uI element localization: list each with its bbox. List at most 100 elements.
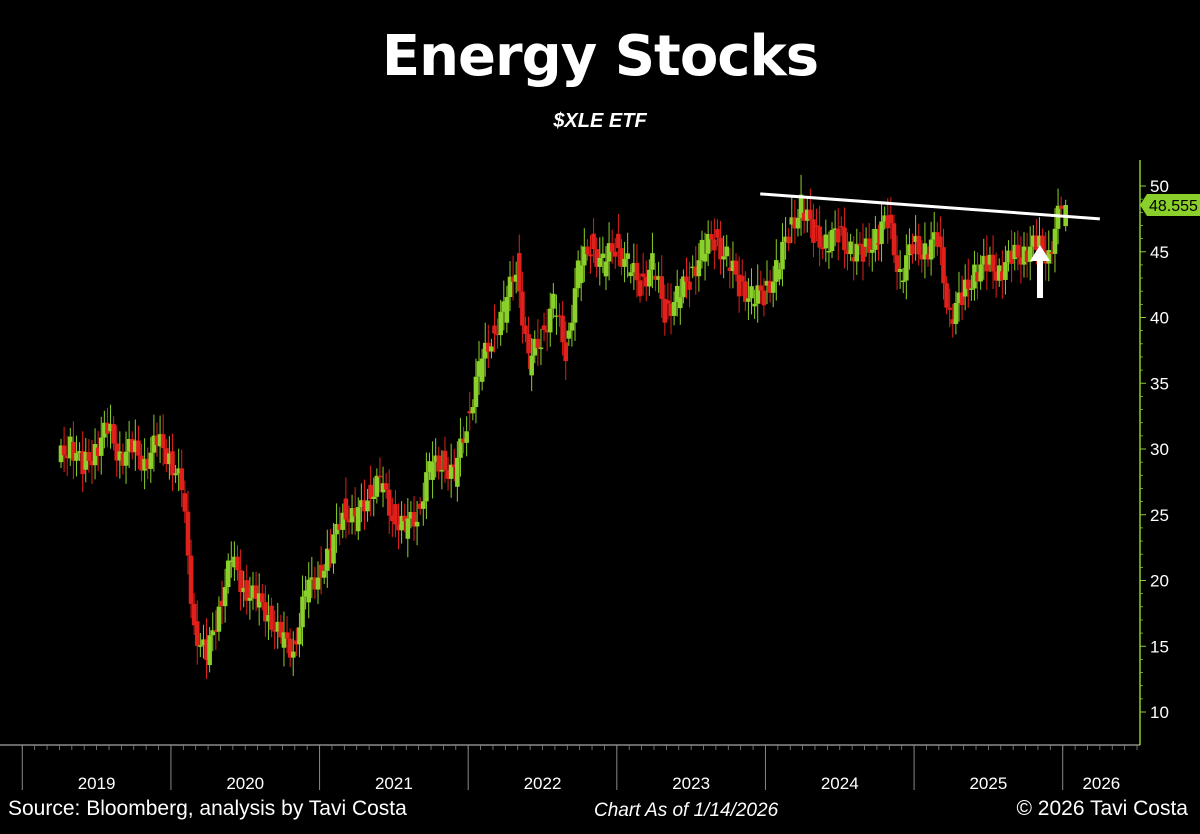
candle-body xyxy=(662,298,668,323)
candle-body xyxy=(129,438,135,453)
candle-body xyxy=(390,515,395,522)
candle-body xyxy=(188,555,194,604)
candle-body xyxy=(269,605,274,630)
candle-body xyxy=(897,268,903,272)
candle-body xyxy=(1021,246,1027,265)
y-tick-label: 10 xyxy=(1150,703,1169,722)
candle-body xyxy=(1034,235,1039,250)
y-tick-label: 25 xyxy=(1150,506,1169,525)
candle-body xyxy=(489,346,494,352)
candle-body xyxy=(123,451,129,466)
candle-body xyxy=(696,260,702,277)
candle-body xyxy=(68,436,73,459)
candle-body xyxy=(1012,244,1018,260)
candle-body xyxy=(653,275,658,280)
candle-body xyxy=(303,590,308,597)
candle-body xyxy=(835,228,841,243)
candle-body xyxy=(297,627,302,645)
candle-body xyxy=(272,629,277,632)
candle-body xyxy=(1018,257,1024,265)
candle-body xyxy=(996,265,1002,281)
candle-body xyxy=(1027,246,1033,262)
candle-body xyxy=(470,407,476,414)
candle-body xyxy=(817,226,822,248)
candle-body xyxy=(170,451,175,476)
candle-body xyxy=(978,264,983,282)
candle-body xyxy=(241,587,246,593)
candle-body xyxy=(643,276,649,287)
candle-body xyxy=(61,445,67,456)
candle-body xyxy=(374,475,380,497)
candle-body xyxy=(634,262,640,281)
candle-body xyxy=(925,254,931,260)
candle-body xyxy=(674,285,680,303)
candle-body xyxy=(136,440,141,456)
candle-body xyxy=(1031,235,1036,247)
candle-body xyxy=(160,434,166,449)
candle-body xyxy=(1000,271,1005,280)
candle-body xyxy=(981,255,987,265)
candle-body xyxy=(1046,250,1052,264)
candle-body xyxy=(600,253,606,258)
candle-body xyxy=(612,251,618,257)
candle-body xyxy=(851,257,856,262)
candle-body xyxy=(424,472,429,502)
candle-body xyxy=(668,303,674,316)
candle-body xyxy=(386,489,392,516)
candle-body xyxy=(656,276,661,280)
candle-body xyxy=(83,451,89,470)
candle-body xyxy=(455,457,460,487)
candle-body xyxy=(71,441,76,461)
candle-body xyxy=(461,438,466,443)
candle-body xyxy=(678,297,683,309)
candle-body xyxy=(551,293,556,309)
candle-body xyxy=(325,548,330,571)
candle-body xyxy=(544,329,550,333)
candle-body xyxy=(869,249,875,253)
candle-body xyxy=(650,253,655,270)
candle-body xyxy=(770,281,776,293)
candle-body xyxy=(396,524,401,531)
x-tick-label: 2023 xyxy=(672,774,710,793)
candle-body xyxy=(538,347,544,350)
x-tick-label: 2025 xyxy=(969,774,1007,793)
candle-body xyxy=(721,256,726,260)
candle-body xyxy=(89,460,95,466)
candle-body xyxy=(876,243,881,245)
candle-body xyxy=(1006,250,1011,263)
candle-body xyxy=(334,523,339,535)
candle-body xyxy=(331,534,336,564)
candle-body xyxy=(594,249,599,267)
candle-body xyxy=(969,288,974,290)
x-tick-label: 2019 xyxy=(78,774,116,793)
candle-body xyxy=(823,234,829,249)
candle-body xyxy=(482,342,488,359)
candle-body xyxy=(207,635,212,666)
candle-body xyxy=(516,253,522,292)
candle-body xyxy=(253,585,259,599)
candle-body xyxy=(139,455,144,471)
candle-body xyxy=(755,285,760,304)
candle-body xyxy=(108,424,113,432)
candle-body xyxy=(730,260,736,272)
y-tick-label: 45 xyxy=(1150,243,1169,262)
x-tick-label: 2024 xyxy=(821,774,859,793)
candle-body xyxy=(439,470,445,472)
candle-body xyxy=(622,258,627,267)
candle-body xyxy=(495,333,500,336)
candle-body xyxy=(789,217,795,225)
candle-body xyxy=(473,376,479,408)
candle-body xyxy=(414,521,420,527)
candle-body xyxy=(749,286,754,299)
candle-body xyxy=(616,233,621,249)
candle-body xyxy=(801,212,807,221)
candle-body xyxy=(603,261,609,277)
candle-body xyxy=(238,570,243,593)
candle-body xyxy=(133,440,138,452)
candle-body xyxy=(362,500,367,512)
candle-body xyxy=(987,254,993,265)
resistance-trendline xyxy=(760,192,1100,221)
candle-body xyxy=(1052,228,1058,254)
candle-body xyxy=(560,315,565,343)
candle-body xyxy=(247,597,253,601)
